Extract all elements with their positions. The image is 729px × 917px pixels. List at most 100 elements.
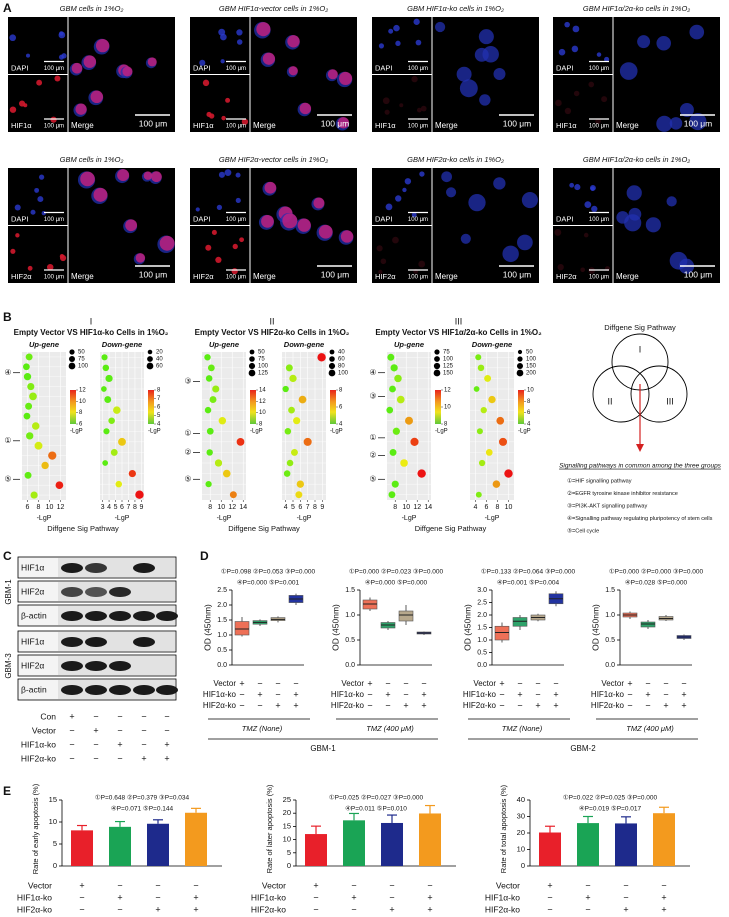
stain-signal (211, 229, 217, 235)
sign: − (499, 689, 504, 699)
nucleus (441, 171, 453, 183)
bubble (103, 428, 110, 435)
blot-band (85, 685, 107, 695)
color-legend-label: 12 (444, 388, 451, 394)
bubble (417, 469, 426, 478)
y-tick-label: 0.5 (477, 649, 487, 656)
stain-signal (23, 103, 28, 108)
bubble (101, 386, 107, 392)
p-value-note: ④P=0.028 ⑤P=0.000 (625, 580, 688, 587)
nucleus (459, 79, 478, 98)
sign: − (547, 904, 552, 914)
x-tick-label: 6 (298, 504, 302, 511)
venn-set (630, 365, 688, 423)
bubble (48, 451, 57, 460)
image-title: GBM cells in 1%O₂ (60, 155, 124, 164)
color-legend (250, 390, 256, 424)
row-label: HIF1α-ko (203, 690, 237, 699)
row-label: Vector (473, 679, 496, 688)
image-title: GBM HIF1α-vector cells in 1%O₂ (219, 4, 328, 13)
sign: + (645, 689, 650, 699)
stain-signal (59, 254, 67, 262)
stain-signal (221, 115, 226, 121)
bubble (296, 480, 305, 488)
nucleus (569, 182, 575, 188)
row-label: HIF2α-ko (331, 701, 365, 710)
bubble (206, 427, 214, 435)
stain-signal (573, 90, 580, 97)
pathway-marker: ③ (184, 377, 191, 386)
channel-label: DAPI (556, 214, 574, 223)
sign: − (141, 711, 146, 721)
box (512, 617, 528, 627)
y-tick-label: 2.5 (477, 599, 487, 606)
sign: − (293, 678, 298, 688)
nucleus (413, 18, 420, 25)
bubble (31, 422, 40, 430)
p-value-note: ①P=0.000 ②P=0.023 ③P=0.000 (349, 569, 444, 576)
stain-signal (71, 62, 83, 74)
stain-signal (231, 268, 238, 275)
plot-area (387, 352, 431, 500)
channel-label: HIF1α (556, 121, 577, 130)
bubble (128, 469, 136, 478)
bubble (236, 437, 245, 446)
bar (343, 820, 365, 866)
bubble (41, 461, 49, 470)
bar (419, 813, 441, 866)
size-legend-label: 100 (258, 364, 269, 370)
x-tick-label: 8 (496, 504, 500, 511)
axis-title: Diffgene Sig Pathway (47, 524, 119, 533)
size-legend-mark (147, 349, 153, 355)
size-legend-mark (249, 356, 255, 362)
size-legend-mark (329, 349, 335, 355)
pathway-marker: ① (4, 436, 11, 445)
x-tick-label: 8 (37, 504, 41, 511)
bubble (477, 364, 485, 372)
nucleus (58, 54, 65, 60)
panel-label: E (3, 784, 11, 798)
sign: − (239, 700, 244, 710)
sign: − (367, 700, 372, 710)
channel-label: DAPI (11, 214, 29, 223)
pathway-marker: ⑤ (184, 474, 191, 483)
nucleus (604, 56, 610, 62)
axis-title: Rate of total apoptosis (%) (499, 784, 508, 873)
size-legend-mark (434, 349, 440, 355)
x-tick-label: 5 (291, 504, 295, 511)
image-title: GBM HIF2α-ko cells in 1%O₂ (407, 155, 504, 164)
stain-signal (297, 218, 311, 232)
sign: + (313, 880, 318, 890)
y-tick-label: 1.0 (605, 612, 615, 619)
sign: − (663, 678, 668, 688)
stain-signal (380, 258, 387, 265)
color-legend-label: 12 (259, 399, 266, 405)
size-legend-label: 75 (258, 357, 265, 363)
sign: − (661, 880, 666, 890)
size-legend-label: 40 (338, 350, 345, 356)
blot-band (85, 661, 107, 671)
nucleus (619, 62, 638, 80)
bubble (298, 395, 307, 404)
stain-signal (264, 181, 277, 194)
nucleus (574, 184, 581, 191)
size-legend-mark (147, 356, 153, 362)
size-legend-label: 100 (78, 364, 89, 370)
bubble (23, 372, 32, 381)
stain-signal (340, 230, 354, 243)
stain-signal (416, 107, 422, 113)
bubble (108, 417, 115, 424)
p-value-note: ①P=0.000 ②P=0.000 ③P=0.000 (609, 569, 704, 576)
axis-title: -LgP (115, 515, 130, 522)
bubble (476, 428, 483, 435)
bubble (25, 402, 33, 410)
sign: − (627, 689, 632, 699)
channel-label: HIF1α (375, 121, 396, 130)
sign: − (117, 753, 122, 763)
stain-signal (54, 75, 61, 82)
sign: − (421, 678, 426, 688)
stain-signal (75, 103, 87, 115)
blot-band (109, 587, 131, 597)
y-tick-label: 0.5 (217, 647, 227, 654)
bubble (209, 396, 217, 404)
